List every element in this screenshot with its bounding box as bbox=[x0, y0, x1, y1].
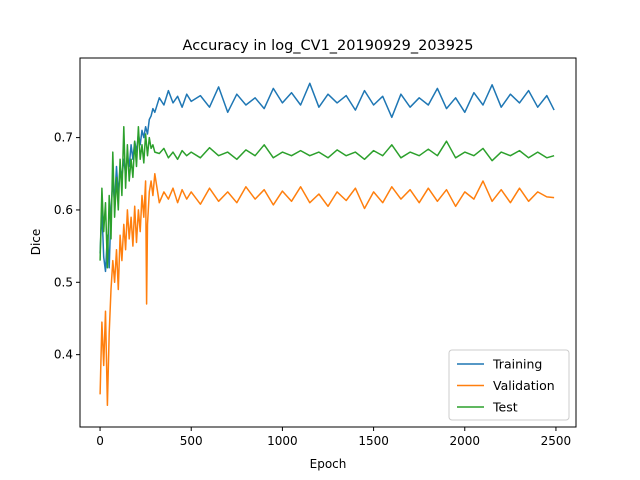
x-tick-label: 1500 bbox=[358, 434, 389, 448]
y-tick-label: 0.5 bbox=[54, 275, 73, 289]
chart-title: Accuracy in log_CV1_20190929_203925 bbox=[183, 38, 474, 54]
x-tick-label: 500 bbox=[180, 434, 203, 448]
y-tick-label: 0.7 bbox=[54, 131, 73, 145]
x-tick-label: 2500 bbox=[541, 434, 572, 448]
legend-label-validation: Validation bbox=[493, 378, 555, 393]
y-axis: 0.4 0.5 0.6 0.7 bbox=[54, 131, 80, 362]
y-tick-label: 0.4 bbox=[54, 348, 73, 362]
x-axis-title: Epoch bbox=[310, 457, 347, 471]
y-axis-title: Dice bbox=[29, 229, 43, 256]
legend-box bbox=[448, 349, 570, 421]
series-line-test bbox=[99, 125, 555, 269]
legend: Training Validation Test bbox=[448, 349, 570, 421]
x-tick-label: 0 bbox=[96, 434, 104, 448]
legend-label-training: Training bbox=[492, 357, 542, 372]
x-tick-label: 2000 bbox=[449, 434, 480, 448]
legend-label-test: Test bbox=[492, 400, 518, 415]
series-line-training bbox=[99, 82, 555, 273]
y-tick-label: 0.6 bbox=[54, 203, 73, 217]
x-tick-label: 1000 bbox=[267, 434, 298, 448]
series-line-validation bbox=[99, 173, 555, 407]
series-layer bbox=[99, 82, 555, 407]
x-axis: 0 500 1000 1500 2000 2500 bbox=[96, 427, 571, 448]
plot-frame bbox=[79, 57, 577, 428]
